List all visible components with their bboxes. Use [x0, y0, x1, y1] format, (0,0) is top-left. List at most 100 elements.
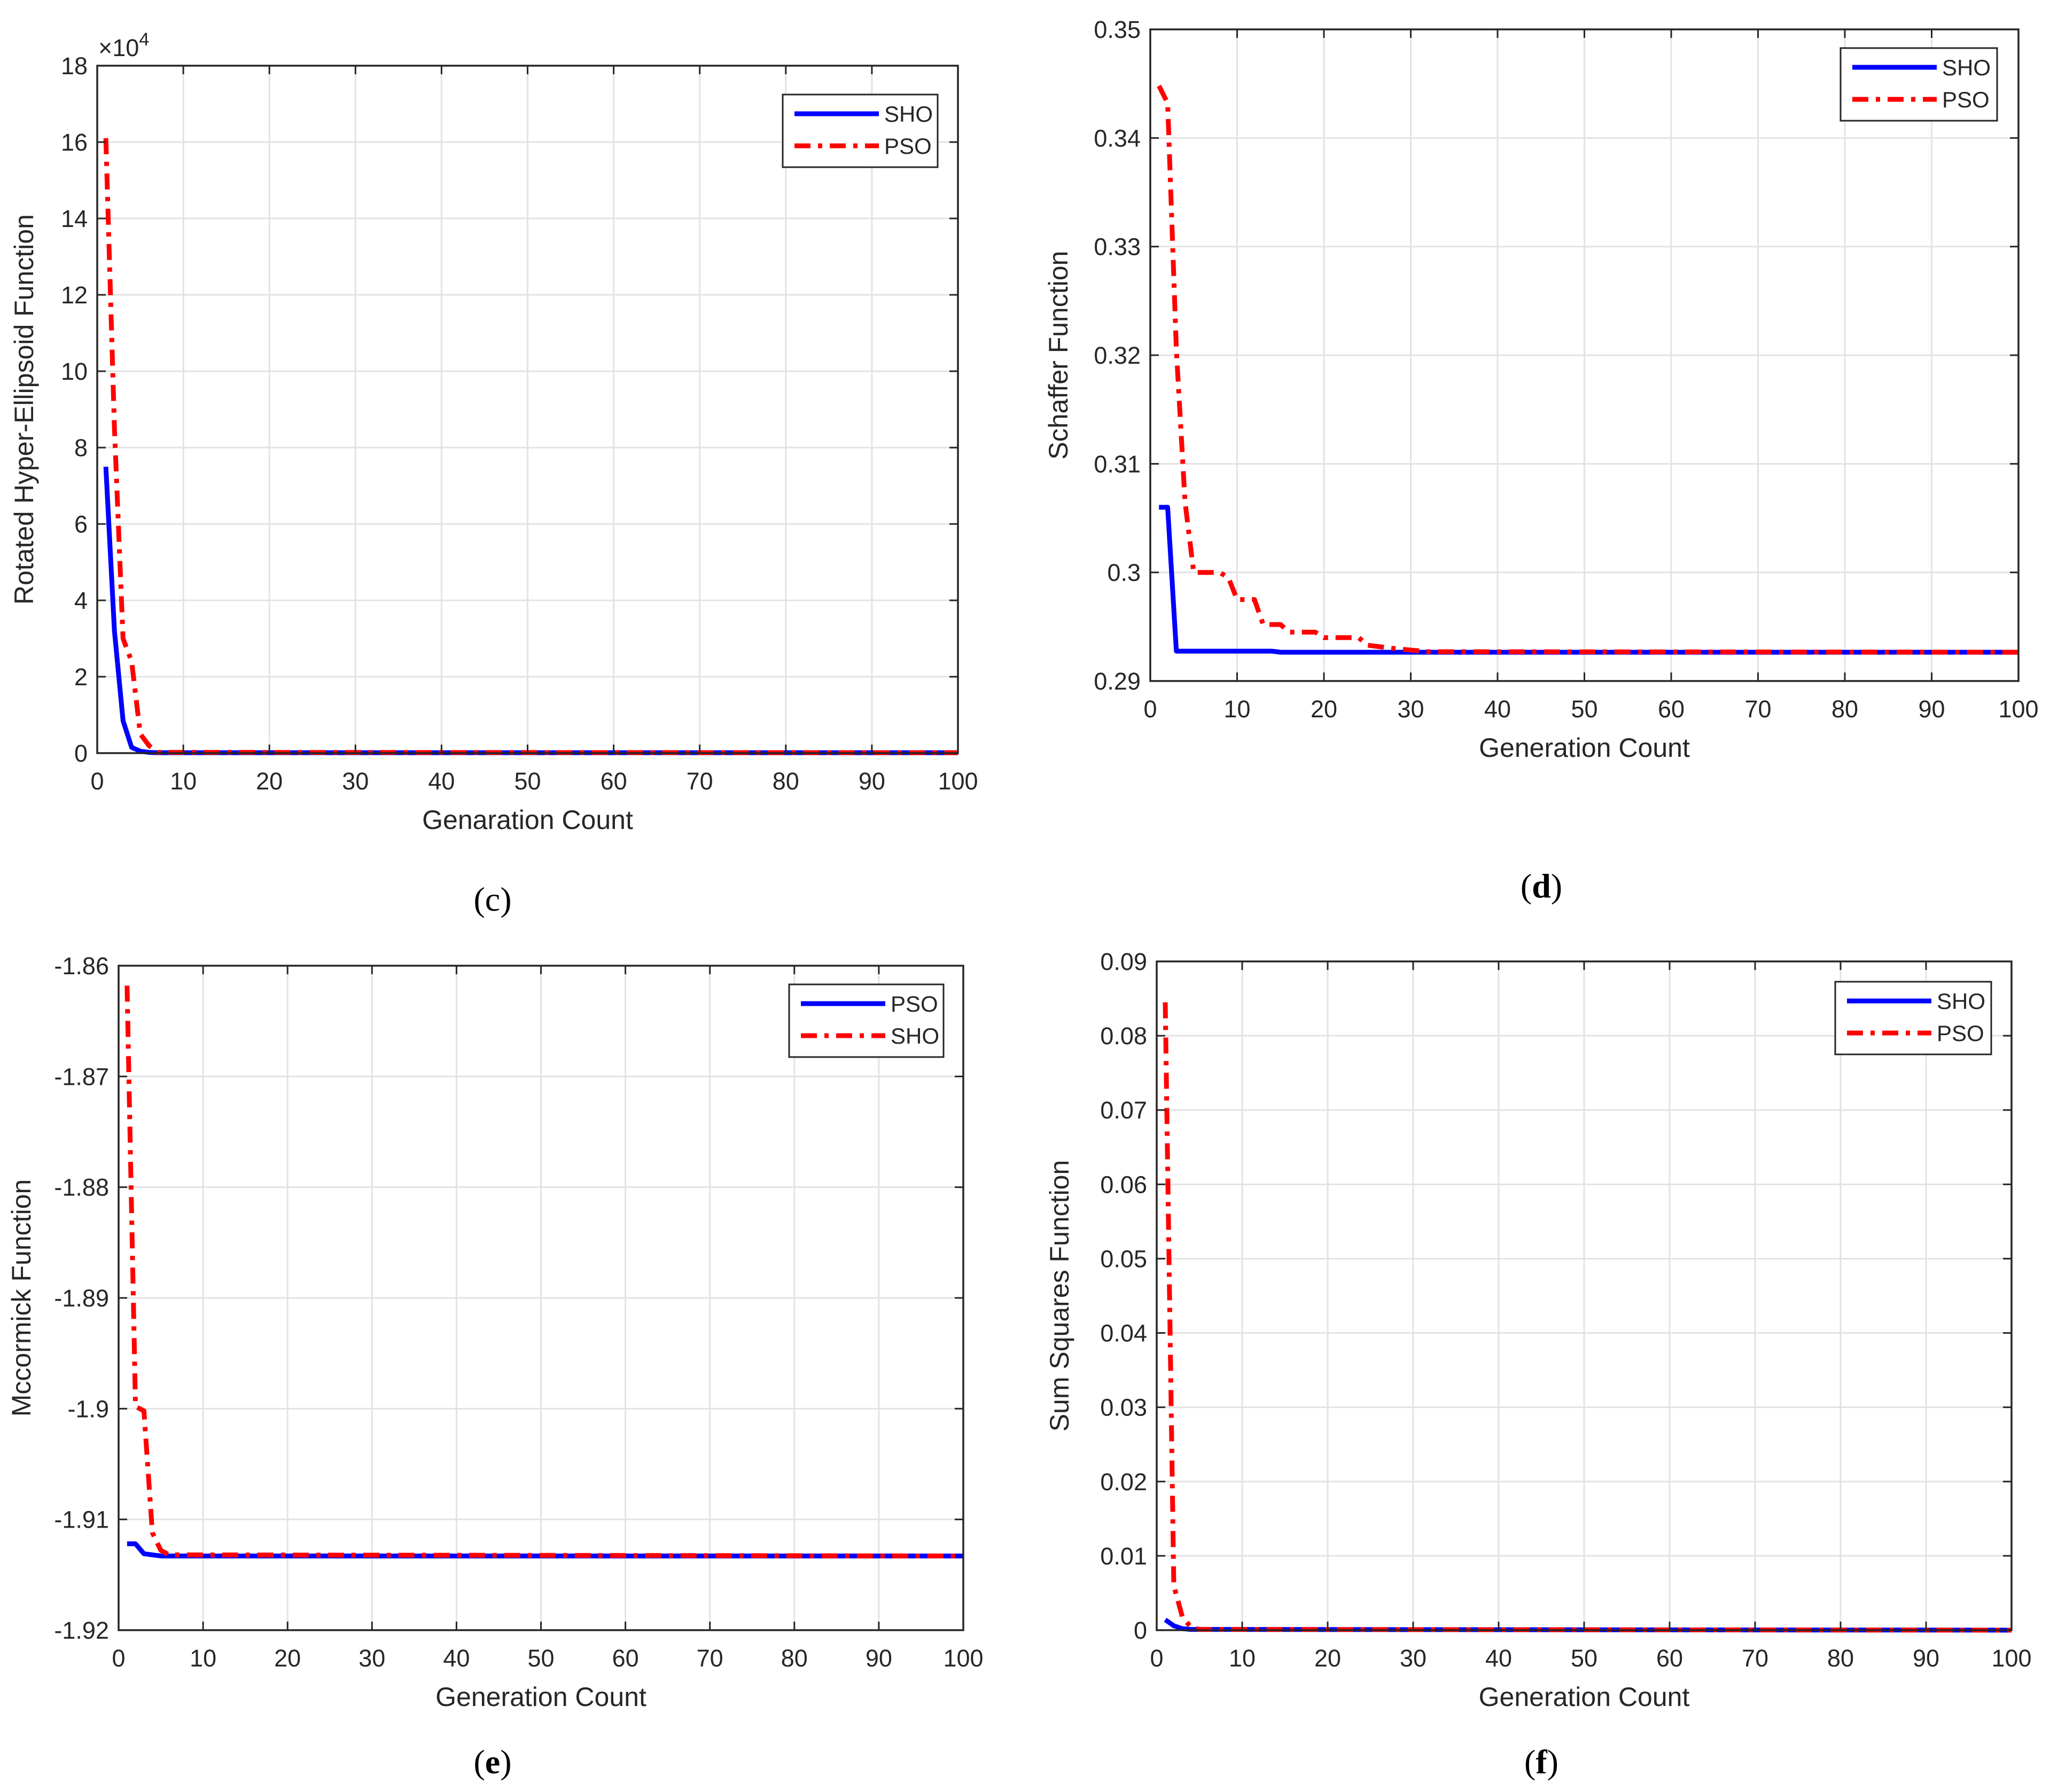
- y-tick-label: 0.29: [1094, 668, 1141, 695]
- y-tick-label: -1.9: [67, 1395, 109, 1422]
- x-tick-label: 90: [866, 1645, 892, 1672]
- x-tick-label: 20: [1311, 695, 1337, 723]
- x-tick-label: 70: [1744, 695, 1771, 723]
- x-tick-label: 50: [514, 768, 541, 795]
- legend-label-sho: SHO: [1942, 55, 1991, 80]
- x-tick-label: 70: [687, 768, 713, 795]
- x-axis-label: Generation Count: [435, 1682, 646, 1712]
- y-tick-label: 16: [61, 129, 88, 156]
- y-tick-label: 0.03: [1100, 1394, 1147, 1421]
- x-axis-label: Genaration Count: [422, 805, 633, 835]
- x-tick-label: 30: [1400, 1645, 1427, 1672]
- y-axis-exponent: ×104: [98, 29, 149, 61]
- panel-caption: (e): [473, 1743, 511, 1781]
- x-tick-label: 0: [1143, 695, 1157, 723]
- x-tick-label: 100: [938, 768, 978, 795]
- y-tick-label: -1.87: [54, 1063, 109, 1090]
- x-tick-label: 100: [943, 1645, 983, 1672]
- x-tick-label: 90: [1913, 1645, 1939, 1672]
- x-tick-label: 10: [190, 1645, 216, 1672]
- y-tick-label: 18: [61, 52, 88, 80]
- legend-box: [1834, 981, 1992, 1055]
- y-tick-label: -1.86: [54, 952, 109, 980]
- legend: SHO PSO: [1834, 981, 1992, 1055]
- x-tick-label: 40: [1485, 1645, 1512, 1672]
- panel-caption: (d): [1521, 867, 1562, 905]
- legend-box: [782, 93, 939, 168]
- panel-caption: (c): [473, 880, 511, 918]
- y-tick-label: 12: [61, 281, 88, 309]
- x-tick-label: 80: [781, 1645, 808, 1672]
- x-tick-label: 40: [443, 1645, 470, 1672]
- y-tick-label: -1.88: [54, 1174, 109, 1201]
- legend-box: [1839, 47, 1998, 122]
- y-tick-label: 14: [61, 205, 88, 232]
- y-tick-label: 0: [1134, 1617, 1147, 1644]
- y-tick-label: 0.07: [1100, 1097, 1147, 1124]
- y-tick-label: 0.31: [1094, 450, 1141, 478]
- legend-label-sho: SHO: [1937, 989, 1985, 1014]
- y-tick-label: 0.08: [1100, 1022, 1147, 1050]
- x-tick-label: 30: [342, 768, 369, 795]
- y-tick-label: 6: [74, 511, 88, 538]
- x-tick-label: 0: [90, 768, 104, 795]
- y-tick-label: -1.92: [54, 1617, 109, 1644]
- x-tick-label: 40: [428, 768, 455, 795]
- x-tick-label: 80: [1827, 1645, 1854, 1672]
- x-tick-label: 60: [1658, 695, 1685, 723]
- x-tick-label: 90: [1918, 695, 1945, 723]
- x-tick-label: 50: [1571, 695, 1597, 723]
- y-tick-label: -1.89: [54, 1285, 109, 1312]
- x-tick-label: 0: [112, 1645, 125, 1672]
- legend-box: [788, 983, 945, 1058]
- y-tick-label: 0.01: [1100, 1543, 1147, 1570]
- x-tick-label: 80: [773, 768, 799, 795]
- x-tick-label: 70: [1742, 1645, 1768, 1672]
- y-tick-label: 0.02: [1100, 1468, 1147, 1496]
- x-tick-label: 100: [1991, 1645, 2031, 1672]
- y-tick-label: 10: [61, 358, 88, 385]
- x-axis-label: Generation Count: [1479, 1682, 1690, 1712]
- x-tick-label: 20: [256, 768, 283, 795]
- legend-label-pso: PSO: [1937, 1021, 1984, 1046]
- y-tick-label: 0.34: [1094, 124, 1141, 152]
- x-tick-label: 50: [1571, 1645, 1597, 1672]
- x-tick-label: 20: [1314, 1645, 1341, 1672]
- legend-label-pso: PSO: [1942, 87, 1990, 112]
- y-tick-label: 0.04: [1100, 1320, 1147, 1347]
- chart-panel-f: 0 10 20 30 40 50 60 70 80 90 100 0 0.01 0.02 0.03 0.04 0…: [1045, 948, 2032, 1781]
- series-line-sho: [124, 985, 964, 1559]
- y-axis-label: Rotated Hyper-Ellipsoid Function: [9, 214, 39, 605]
- legend-label-sho: SHO: [891, 1023, 939, 1048]
- x-tick-label: 60: [601, 768, 627, 795]
- y-tick-label: 0.33: [1094, 233, 1141, 261]
- y-axis-label: Schaffer Function: [1043, 251, 1073, 460]
- y-tick-label: 0.09: [1100, 948, 1147, 975]
- x-tick-label: 20: [274, 1645, 301, 1672]
- chart-panel-d: 0 10 20 30 40 50 60 70 80 90 100 0.29 0.3 0.31 0.32 0.3…: [1043, 16, 2039, 905]
- x-tick-label: 60: [1656, 1645, 1683, 1672]
- legend-label-pso: PSO: [884, 134, 932, 159]
- y-tick-label: 0: [74, 740, 88, 767]
- x-tick-label: 40: [1484, 695, 1511, 723]
- y-tick-label: 0.35: [1094, 16, 1141, 43]
- y-tick-label: 0.06: [1100, 1171, 1147, 1198]
- chart-panel-e: 0 10 20 30 40 50 60 70 80 90 100 -1.92 -1.91 -1.9 -1.8…: [6, 952, 984, 1781]
- legend-label-sho: SHO: [884, 101, 933, 127]
- chart-panel-c: 0 10 20 30 40 50 60 70 80 90 100 0 2 4 6 8 10 12 14 16 18 ×10…: [9, 29, 978, 918]
- x-tick-label: 30: [1397, 695, 1424, 723]
- y-tick-label: 0.05: [1100, 1245, 1147, 1272]
- x-tick-label: 30: [358, 1645, 385, 1672]
- legend: PSO SHO: [788, 983, 945, 1058]
- y-tick-label: -1.91: [54, 1506, 109, 1533]
- x-tick-label: 10: [1223, 695, 1250, 723]
- y-tick-label: 8: [74, 434, 88, 461]
- x-tick-label: 80: [1831, 695, 1858, 723]
- y-tick-label: 2: [74, 663, 88, 691]
- x-tick-label: 0: [1150, 1645, 1163, 1672]
- series-line-pso: [103, 138, 958, 755]
- x-tick-label: 10: [170, 768, 197, 795]
- y-axis-label: Sum Squares Function: [1045, 1160, 1074, 1432]
- y-axis-label: Mccormick Function: [6, 1179, 36, 1417]
